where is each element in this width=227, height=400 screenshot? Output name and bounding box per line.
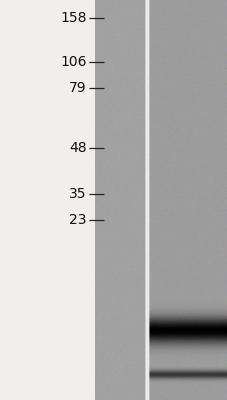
Bar bbox=[0, 0, 94, 400]
Text: 158: 158 bbox=[60, 11, 86, 25]
Text: 106: 106 bbox=[60, 55, 86, 69]
Text: 48: 48 bbox=[69, 141, 86, 155]
Text: 35: 35 bbox=[69, 187, 86, 201]
Text: 79: 79 bbox=[69, 81, 86, 95]
Text: 23: 23 bbox=[69, 213, 86, 227]
